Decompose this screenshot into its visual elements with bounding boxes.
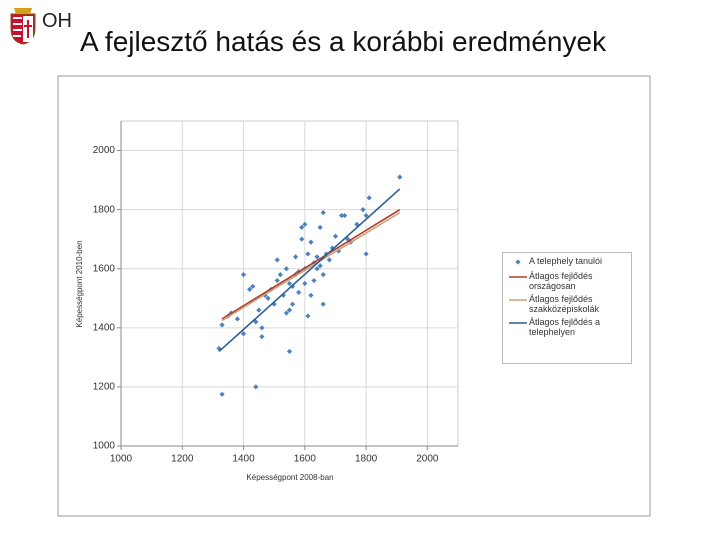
y-tick-label: 1600 (93, 263, 116, 274)
scatter-point (329, 245, 335, 251)
scatter-point (308, 239, 314, 245)
scatter-point (360, 207, 366, 213)
scatter-point (274, 257, 280, 263)
scatter-point (283, 266, 290, 272)
legend-marker (515, 259, 521, 265)
scatter-point (299, 236, 305, 242)
scatter-point (320, 272, 326, 278)
scatter-point (314, 254, 320, 260)
x-tick-label: 1600 (294, 454, 317, 465)
scatter-point (342, 212, 348, 219)
scatter-point (289, 301, 296, 307)
scatter-point (259, 325, 265, 331)
legend-item: Átlagos fejlődés a telephelyen (507, 317, 627, 337)
scatter-point (234, 316, 241, 322)
x-tick-label: 1400 (232, 454, 255, 465)
legend-item: A telephely tanulói (507, 256, 627, 268)
y-tick-label: 1200 (93, 382, 116, 393)
scatter-point (247, 286, 253, 293)
scatter-point (250, 283, 256, 290)
legend-swatch (509, 299, 527, 301)
scatter-point (308, 292, 314, 298)
legend-key (507, 271, 529, 283)
legend-item: Átlagos fejlődés országosan (507, 271, 627, 291)
scatter-point (320, 209, 326, 216)
scatter-point (253, 319, 259, 325)
scatter-point (397, 174, 403, 180)
scatter-point (320, 301, 326, 307)
logo-emblem (10, 8, 36, 45)
trend-line (221, 211, 401, 322)
scatter-point (286, 280, 293, 287)
legend-label: Átlagos fejlődés szakközépiskolák (529, 294, 600, 314)
logo-text: OH (42, 10, 72, 32)
legend-key (507, 317, 529, 329)
scatter-point (302, 280, 308, 287)
y-tick-label: 2000 (93, 145, 116, 156)
scatter-point (317, 263, 323, 269)
scatter-point (286, 307, 293, 313)
scatter-point (240, 331, 247, 337)
scatter-point (283, 310, 290, 316)
legend-key (507, 294, 529, 306)
scatter-point (366, 195, 372, 201)
scatter-point (299, 224, 305, 230)
scatter-point (302, 221, 308, 228)
scatter-point (253, 384, 259, 390)
scatter-point (240, 272, 247, 278)
legend-item: Átlagos fejlődés szakközépiskolák (507, 294, 627, 314)
y-tick-label: 1800 (93, 204, 116, 215)
scatter-point (274, 277, 280, 284)
y-tick-label: 1000 (93, 441, 116, 452)
scatter-point (265, 295, 271, 301)
scatter-point (363, 251, 369, 257)
scatter-point (259, 334, 265, 340)
x-tick-label: 2000 (416, 454, 439, 465)
trend-line (218, 188, 401, 353)
scatter-point (317, 224, 323, 230)
x-axis-title: Képességpont 2008-ban (246, 473, 333, 482)
slide-title: A fejlesztő hatás és a korábbi eredménye… (80, 26, 607, 57)
y-tick-label: 1400 (93, 322, 116, 333)
scatter-point (338, 212, 345, 219)
scatter-point (354, 221, 360, 228)
legend-swatch (509, 322, 527, 324)
scatter-point (219, 322, 225, 328)
scatter-point (286, 348, 293, 355)
legend-label: Átlagos fejlődés a telephelyen (529, 317, 601, 337)
scatter-point (277, 272, 283, 278)
x-tick-label: 1800 (355, 454, 378, 465)
scatter-point (305, 313, 311, 319)
scatter-point (256, 307, 262, 313)
scatter-point (326, 257, 332, 263)
scatter-point (219, 391, 225, 397)
scatter-point (311, 277, 317, 284)
scatter-point (305, 251, 311, 257)
scatter-point (363, 212, 369, 219)
x-tick-label: 1200 (171, 454, 194, 465)
trend-line (221, 208, 401, 320)
legend-label: A telephely tanulói (529, 256, 603, 266)
legend-label: Átlagos fejlődés országosan (529, 271, 593, 291)
scatter-point (314, 266, 320, 272)
scatter-point (296, 289, 302, 295)
legend-key (507, 256, 529, 268)
y-axis-title: Képességpont 2010-ben (75, 240, 84, 327)
x-tick-label: 1000 (110, 454, 133, 465)
scatter-point (289, 283, 296, 290)
scatter-point (332, 233, 339, 239)
legend-swatch (515, 259, 521, 265)
scatter-point (293, 254, 299, 260)
legend-swatch (509, 276, 527, 278)
legend: A telephely tanulói Átlagos fejlődés orsz… (502, 252, 632, 364)
